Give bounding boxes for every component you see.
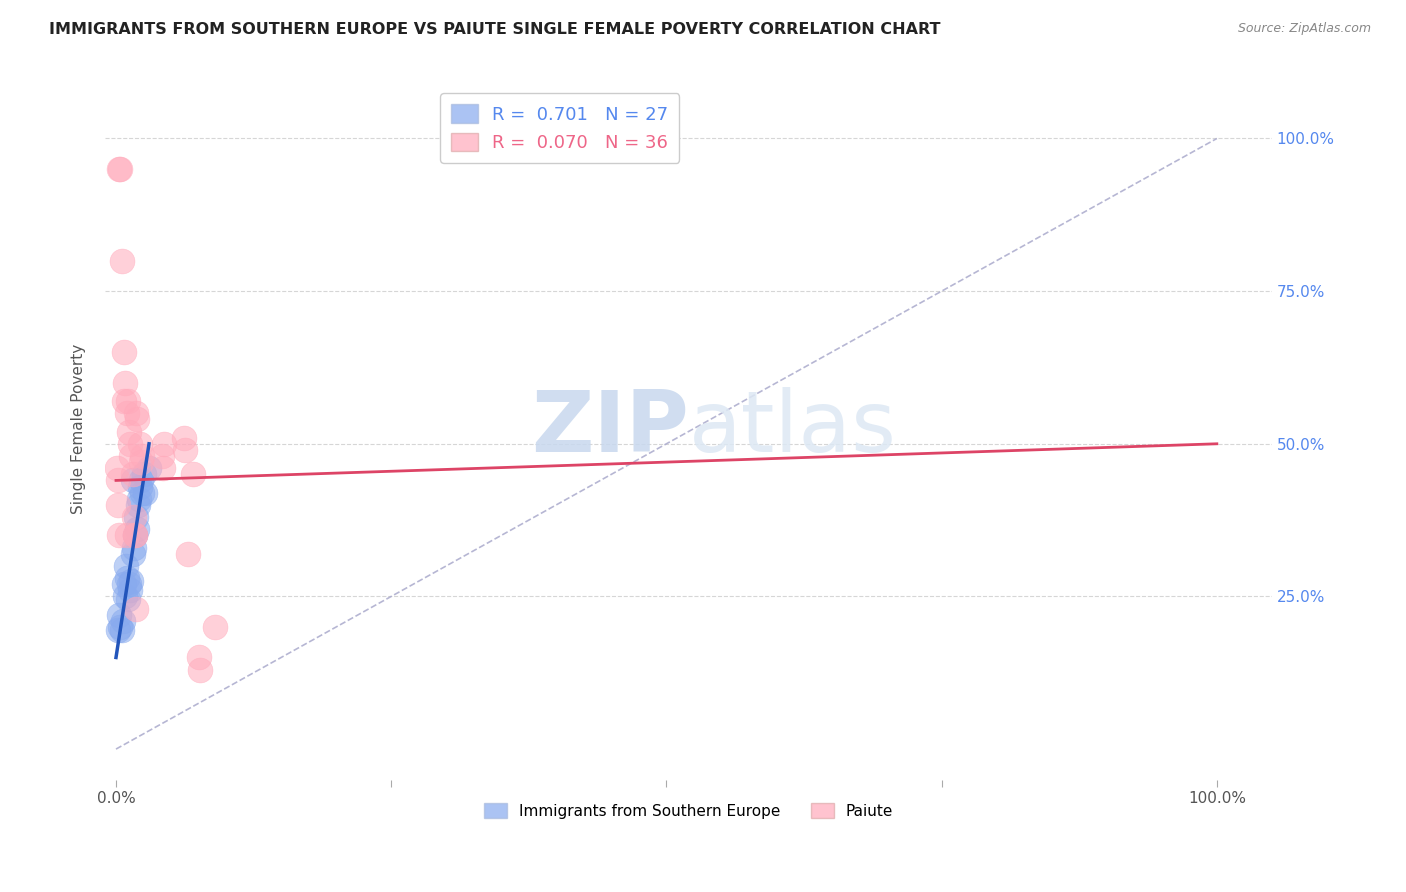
Point: [204, 620, 226, 634]
Point: [110, 253, 132, 268]
Point: [105, 461, 128, 475]
Point: [120, 574, 142, 589]
Point: [107, 498, 129, 512]
Point: [131, 474, 153, 488]
Point: [129, 437, 152, 451]
Point: [112, 394, 135, 409]
Point: [108, 607, 131, 622]
Point: [107, 528, 129, 542]
Point: [125, 601, 148, 615]
Point: [131, 455, 153, 469]
Point: [131, 449, 153, 463]
Point: [115, 571, 138, 585]
Point: [114, 376, 136, 390]
Point: [124, 528, 146, 542]
Point: [120, 437, 142, 451]
Point: [110, 623, 132, 637]
Point: [118, 577, 141, 591]
Point: [114, 590, 136, 604]
Point: [150, 449, 173, 463]
Point: [107, 623, 129, 637]
Point: [173, 431, 195, 445]
Point: [125, 510, 148, 524]
Point: [125, 522, 148, 536]
Point: [111, 614, 134, 628]
Point: [121, 547, 143, 561]
Point: [122, 474, 145, 488]
Text: ZIP: ZIP: [530, 387, 689, 470]
Text: IMMIGRANTS FROM SOUTHERN EUROPE VS PAIUTE SINGLE FEMALE POVERTY CORRELATION CHAR: IMMIGRANTS FROM SOUTHERN EUROPE VS PAIUT…: [49, 22, 941, 37]
Point: [132, 467, 155, 482]
Point: [187, 650, 209, 665]
Point: [121, 467, 143, 482]
Point: [153, 437, 176, 451]
Point: [122, 510, 145, 524]
Point: [108, 161, 131, 176]
Point: [120, 583, 142, 598]
Point: [120, 449, 142, 463]
Point: [112, 345, 135, 359]
Point: [131, 485, 153, 500]
Point: [134, 485, 156, 500]
Point: [174, 442, 197, 457]
Point: [127, 498, 149, 512]
Legend: Immigrants from Southern Europe, Paiute: Immigrants from Southern Europe, Paiute: [478, 797, 900, 824]
Point: [181, 467, 204, 482]
Point: [188, 663, 211, 677]
Point: [124, 528, 146, 542]
Y-axis label: Single Female Poverty: Single Female Poverty: [72, 343, 86, 514]
Point: [118, 425, 141, 439]
Point: [110, 620, 132, 634]
Point: [122, 541, 145, 555]
Point: [125, 412, 148, 426]
Point: [176, 547, 198, 561]
Point: [115, 528, 138, 542]
Point: [138, 461, 160, 475]
Point: [117, 394, 139, 409]
Point: [152, 461, 174, 475]
Point: [117, 592, 139, 607]
Point: [125, 406, 148, 420]
Text: Source: ZipAtlas.com: Source: ZipAtlas.com: [1237, 22, 1371, 36]
Point: [115, 406, 138, 420]
Point: [115, 558, 138, 573]
Text: atlas: atlas: [689, 387, 897, 470]
Point: [128, 491, 150, 506]
Point: [110, 161, 132, 176]
Point: [124, 528, 146, 542]
Point: [129, 479, 152, 493]
Point: [107, 474, 129, 488]
Point: [112, 577, 135, 591]
